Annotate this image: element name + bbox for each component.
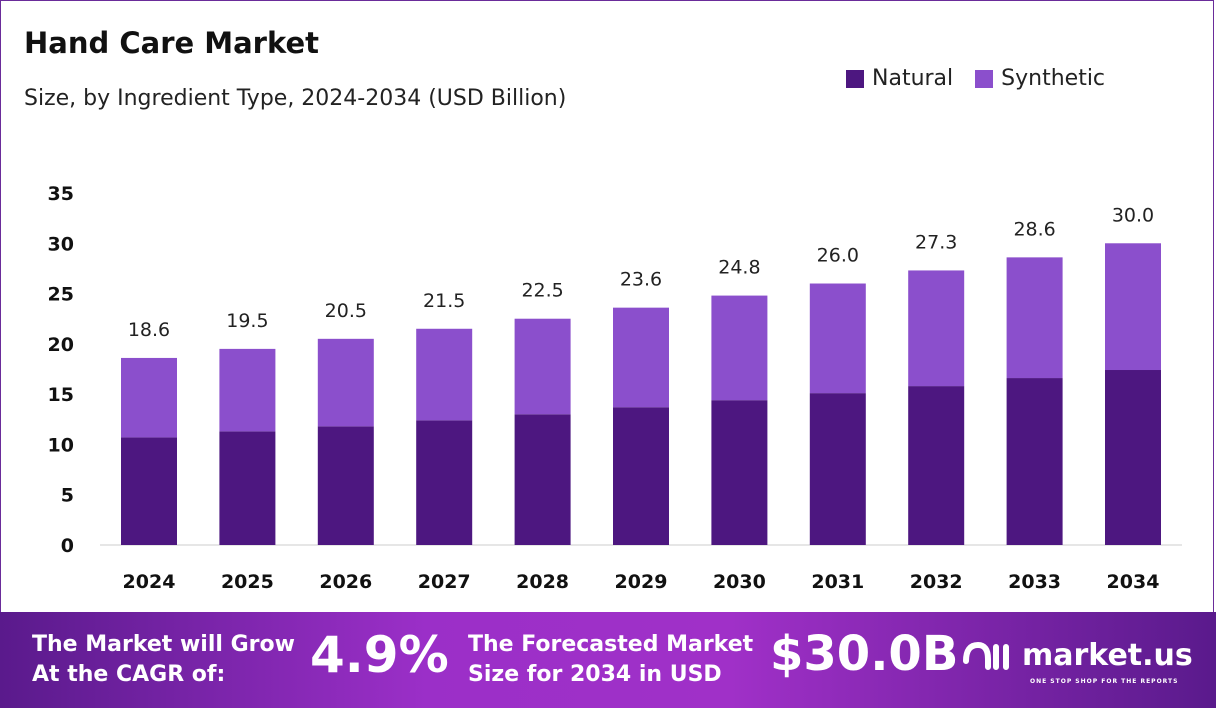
bar-natural-2027 xyxy=(416,420,473,545)
bar-natural-2028 xyxy=(514,414,571,545)
x-tick-label: 2032 xyxy=(910,571,963,593)
bar-synthetic-2024 xyxy=(121,357,177,438)
bar-natural-2032 xyxy=(908,386,965,545)
legend-item-synthetic: Synthetic xyxy=(975,66,1105,91)
total-label: 30.0 xyxy=(1112,204,1154,226)
bar-natural-2034 xyxy=(1105,370,1161,545)
y-tick-label: 0 xyxy=(61,535,74,557)
bar-natural-2030 xyxy=(711,400,768,545)
bar-natural-2024 xyxy=(121,437,177,545)
bar-synthetic-2031 xyxy=(809,283,866,394)
x-tick-label: 2028 xyxy=(516,571,569,593)
logo-text: market.us xyxy=(1022,638,1193,673)
summary-banner: The Market will Grow At the CAGR of: 4.9%… xyxy=(0,612,1216,708)
total-label: 20.5 xyxy=(325,300,367,322)
cagr-value: 4.9% xyxy=(310,626,449,684)
x-tick-label: 2029 xyxy=(615,571,668,593)
total-label: 18.6 xyxy=(128,319,170,341)
bar-natural-2029 xyxy=(613,407,669,545)
logo-icon xyxy=(963,641,1009,670)
forecast-label-line: Size for 2034 in USD xyxy=(468,662,722,687)
bar-natural-2033 xyxy=(1006,378,1063,545)
total-label: 21.5 xyxy=(423,290,465,312)
bar-synthetic-2029 xyxy=(613,307,669,408)
bar-synthetic-2034 xyxy=(1105,243,1161,371)
bar-chart: 0510152025303518.6202419.5202520.5202621… xyxy=(48,183,1182,593)
y-tick-label: 10 xyxy=(48,434,74,456)
forecast-label-line: The Forecasted Market xyxy=(468,632,754,657)
cagr-label-line: The Market will Grow xyxy=(32,632,295,657)
total-label: 24.8 xyxy=(718,257,760,279)
bar-synthetic-2026 xyxy=(317,338,374,427)
total-label: 26.0 xyxy=(817,245,859,267)
x-tick-label: 2024 xyxy=(123,571,176,593)
forecast-label: The Forecasted Market Size for 2034 in US… xyxy=(468,630,753,690)
x-tick-label: 2034 xyxy=(1107,571,1160,593)
cagr-label-line: At the CAGR of: xyxy=(32,662,226,687)
legend: Natural Synthetic xyxy=(846,66,1105,91)
legend-item-natural: Natural xyxy=(846,66,953,91)
x-tick-label: 2030 xyxy=(713,571,766,593)
y-tick-label: 5 xyxy=(61,485,74,507)
bar-natural-2025 xyxy=(219,431,276,545)
x-tick-label: 2025 xyxy=(221,571,274,593)
bar-synthetic-2030 xyxy=(711,295,768,401)
cagr-label: The Market will Grow At the CAGR of: xyxy=(32,630,295,690)
legend-swatch-synthetic xyxy=(975,69,994,88)
y-tick-label: 15 xyxy=(48,384,74,406)
bar-synthetic-2033 xyxy=(1006,257,1063,379)
y-tick-label: 35 xyxy=(48,183,74,205)
legend-swatch-natural xyxy=(846,69,864,88)
chart-frame xyxy=(0,0,1214,612)
x-tick-label: 2027 xyxy=(418,571,471,593)
bar-synthetic-2027 xyxy=(416,328,473,421)
x-tick-label: 2031 xyxy=(811,571,864,593)
x-tick-label: 2026 xyxy=(319,571,372,593)
total-label: 27.3 xyxy=(915,231,957,253)
total-label: 22.5 xyxy=(521,280,563,302)
bar-natural-2031 xyxy=(809,393,866,545)
bar-synthetic-2032 xyxy=(908,270,965,387)
y-tick-label: 30 xyxy=(48,233,74,255)
legend-label: Natural xyxy=(872,66,954,91)
market-us-logo: market.us xyxy=(962,638,1193,673)
chart-subtitle: Size, by Ingredient Type, 2024-2034 (USD… xyxy=(24,86,567,111)
y-tick-label: 20 xyxy=(48,334,74,356)
logo-tagline: ONE STOP SHOP FOR THE REPORTS xyxy=(1030,678,1179,685)
x-tick-label: 2033 xyxy=(1008,571,1061,593)
chart-title: Hand Care Market xyxy=(24,26,320,60)
total-label: 23.6 xyxy=(620,269,662,291)
bar-synthetic-2028 xyxy=(514,318,571,415)
bar-natural-2026 xyxy=(317,426,374,545)
total-label: 19.5 xyxy=(226,310,268,332)
total-label: 28.6 xyxy=(1013,218,1055,240)
forecast-value: $30.0B xyxy=(770,626,959,682)
bar-synthetic-2025 xyxy=(219,348,276,432)
legend-label: Synthetic xyxy=(1001,66,1106,91)
y-tick-label: 25 xyxy=(48,284,74,306)
